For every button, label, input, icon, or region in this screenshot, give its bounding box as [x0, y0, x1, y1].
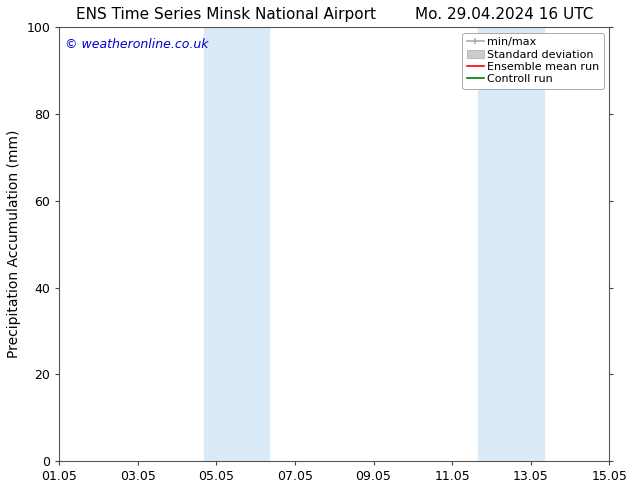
Title: ENS Time Series Minsk National Airport        Mo. 29.04.2024 16 UTC: ENS Time Series Minsk National Airport M…	[75, 7, 593, 22]
Text: © weatheronline.co.uk: © weatheronline.co.uk	[65, 38, 209, 51]
Bar	[479, 27, 543, 461]
Y-axis label: Precipitation Accumulation (mm): Precipitation Accumulation (mm)	[7, 130, 21, 358]
Bar	[204, 27, 269, 461]
Legend: min/max, Standard deviation, Ensemble mean run, Controll run: min/max, Standard deviation, Ensemble me…	[462, 33, 604, 89]
